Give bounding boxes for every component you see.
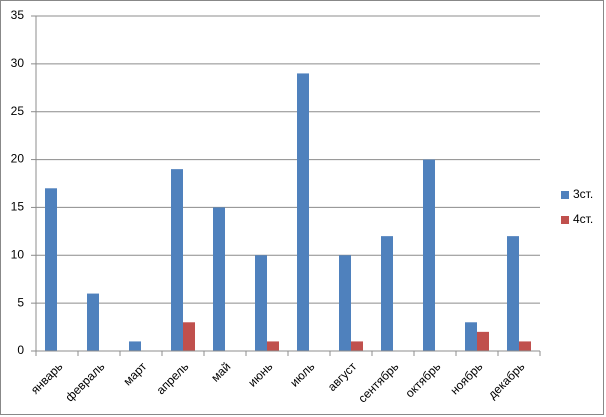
legend-label: 3ст. (573, 187, 593, 201)
bar (213, 207, 225, 351)
bar (171, 169, 183, 351)
y-tick-label: 5 (17, 295, 24, 309)
bar (183, 322, 195, 351)
bar (423, 159, 435, 351)
y-tick-label: 25 (11, 104, 25, 118)
bar (87, 293, 99, 351)
y-tick-label: 20 (11, 152, 25, 166)
bar (351, 341, 363, 351)
legend-label: 4ст. (573, 212, 593, 226)
y-tick-label: 30 (11, 56, 25, 70)
bar (507, 236, 519, 351)
legend-swatch (561, 191, 569, 199)
bar (255, 255, 267, 351)
bar (297, 73, 309, 351)
y-tick-label: 35 (11, 8, 25, 22)
y-tick-label: 10 (11, 247, 25, 261)
bar (339, 255, 351, 351)
bar (465, 322, 477, 351)
bar (381, 236, 393, 351)
y-tick-label: 0 (17, 343, 24, 357)
bar (129, 341, 141, 351)
bar (477, 331, 489, 351)
bar (45, 188, 57, 351)
bar (519, 341, 531, 351)
legend-swatch (561, 216, 569, 224)
y-tick-label: 15 (11, 200, 25, 214)
bar (267, 341, 279, 351)
